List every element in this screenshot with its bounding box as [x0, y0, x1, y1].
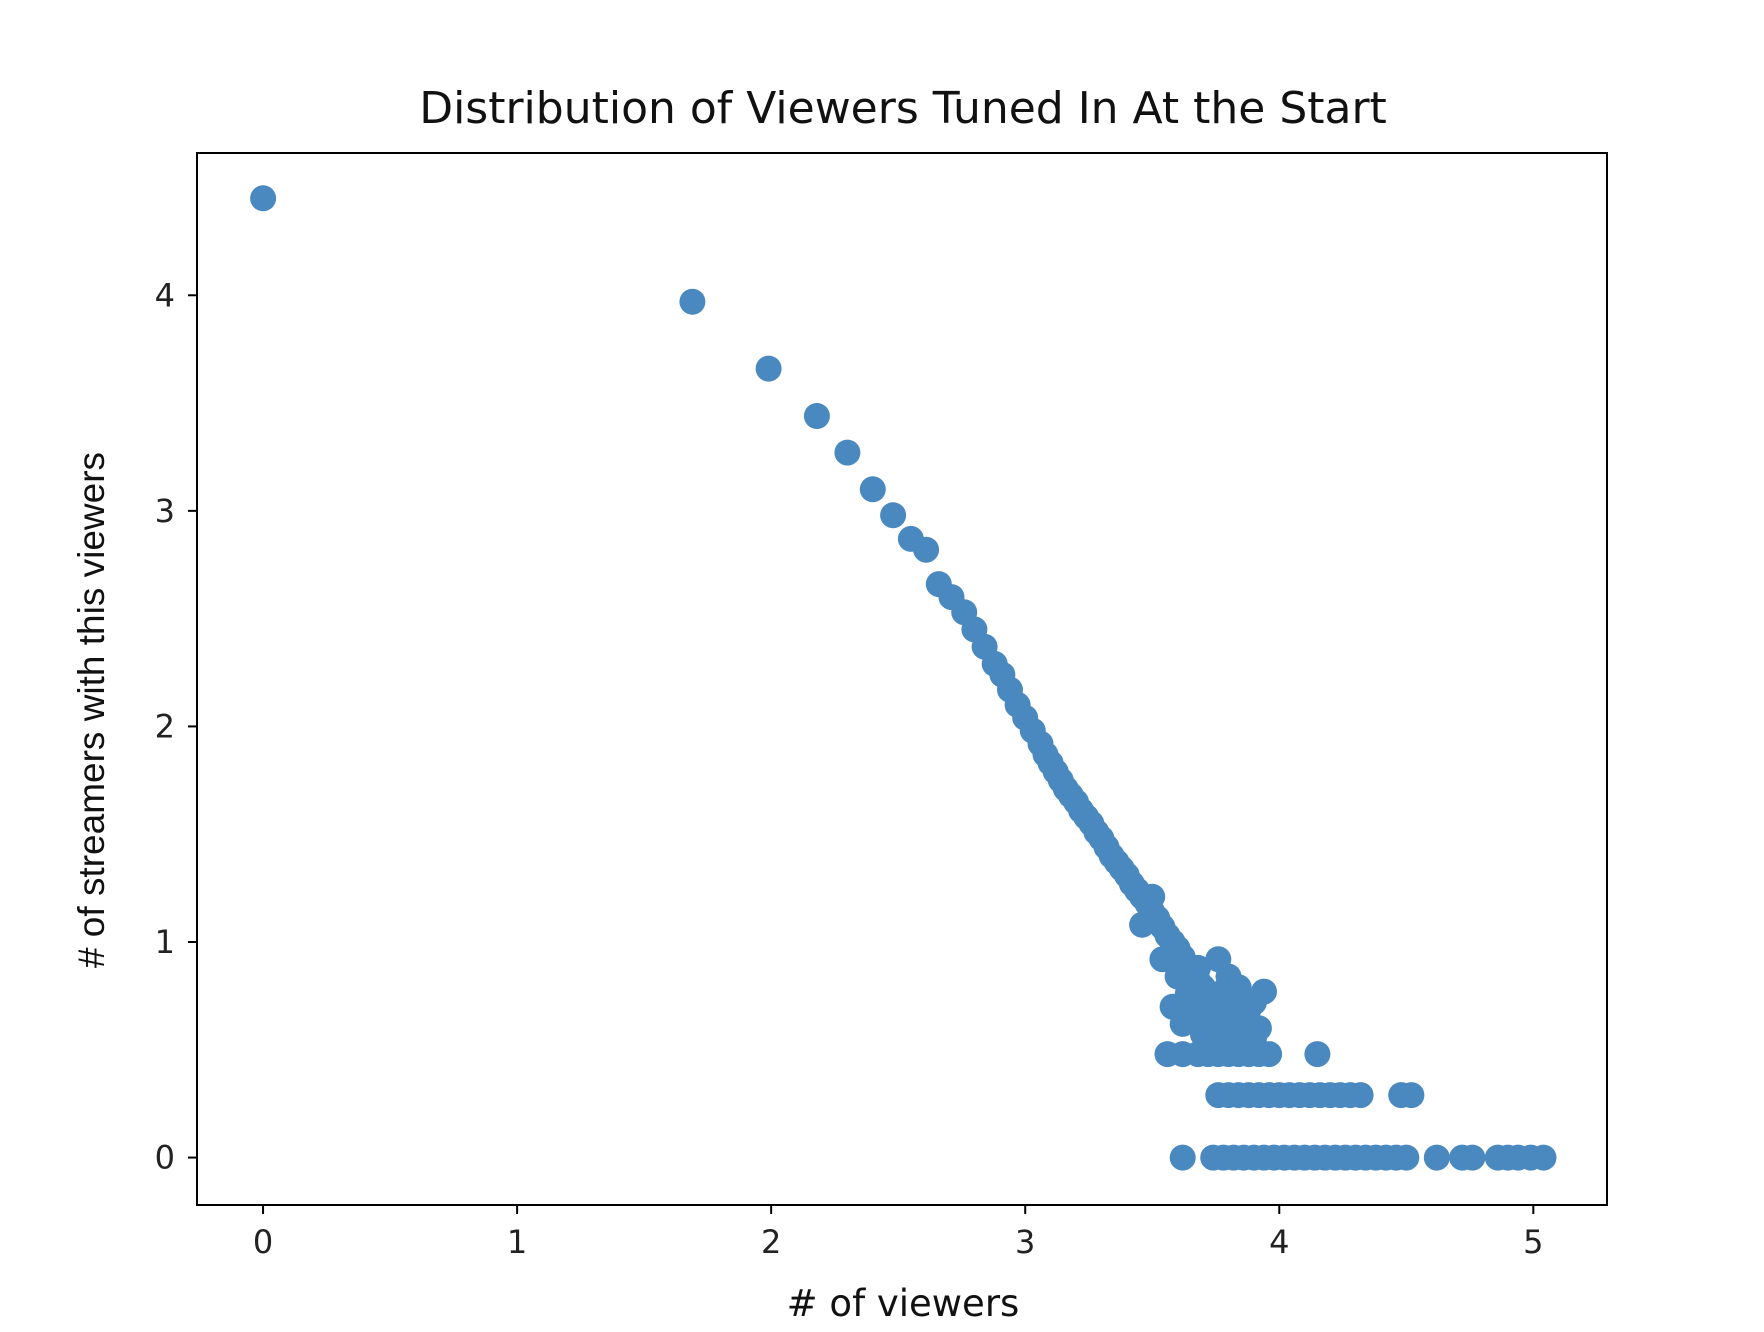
x-axis-ticks: 0 1 2 3 4 5: [253, 1205, 1544, 1261]
data-point: [803, 403, 830, 429]
y-tick-label: 2: [155, 707, 175, 745]
x-tick-label: 5: [1523, 1223, 1543, 1261]
data-point: [250, 185, 277, 212]
data-point: [1195, 1002, 1222, 1029]
data-point: [880, 502, 907, 529]
data-point: [1530, 1144, 1557, 1171]
x-axis-label: # of viewers: [787, 1282, 1020, 1325]
data-point: [1235, 1008, 1262, 1035]
data-point: [1129, 911, 1156, 938]
data-point: [1256, 1041, 1283, 1068]
data-point: [1423, 1144, 1450, 1171]
x-tick-label: 0: [253, 1223, 273, 1261]
data-point: [1393, 1144, 1420, 1171]
y-tick-label: 3: [155, 492, 175, 530]
x-tick-label: 4: [1269, 1223, 1289, 1261]
data-point: [1347, 1082, 1374, 1109]
data-point: [1185, 954, 1211, 981]
data-points: [250, 185, 1557, 1171]
x-tick-label: 3: [1015, 1223, 1035, 1261]
data-point: [859, 476, 886, 503]
data-point: [679, 288, 706, 315]
data-point: [1304, 1041, 1331, 1068]
y-tick-label: 4: [155, 276, 175, 314]
data-point: [1139, 883, 1166, 910]
data-point: [1169, 1144, 1196, 1171]
plot-frame: [196, 152, 1608, 1206]
y-axis-ticks: 0 1 2 3 4: [155, 276, 197, 1177]
data-point: [834, 439, 861, 466]
data-point: [1149, 946, 1176, 973]
data-point: [1251, 978, 1277, 1005]
x-tick-label: 2: [761, 1223, 781, 1261]
chart-title: Distribution of Viewers Tuned In At the …: [419, 83, 1387, 134]
y-tick-label: 1: [155, 923, 175, 961]
data-point: [755, 355, 782, 382]
y-tick-label: 0: [155, 1139, 175, 1177]
x-tick-label: 1: [507, 1223, 527, 1261]
data-point: [1398, 1082, 1425, 1109]
data-point: [1459, 1144, 1486, 1171]
data-point: [1225, 974, 1252, 1001]
data-point: [913, 536, 940, 563]
data-point: [1174, 980, 1201, 1007]
y-axis-label: # of streamers with this viewers: [71, 452, 112, 968]
